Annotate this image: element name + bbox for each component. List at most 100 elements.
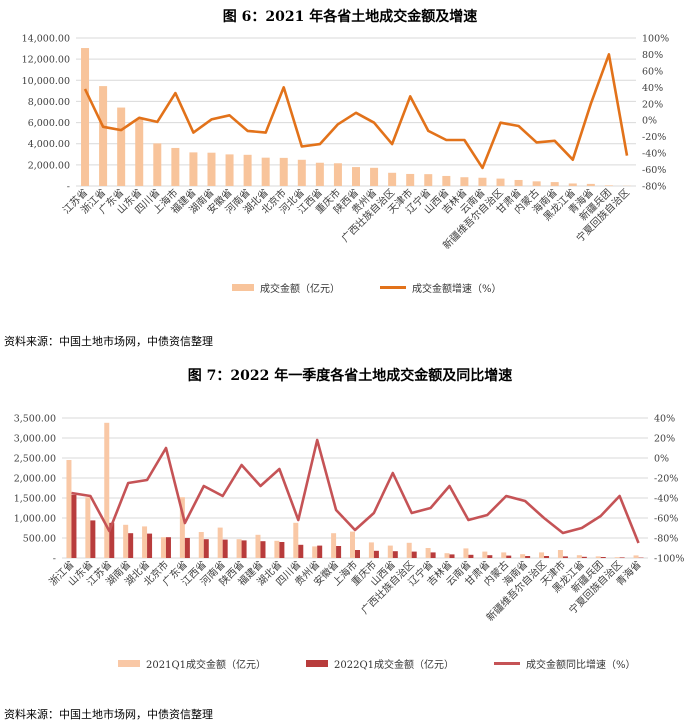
chart1-bar-1 (406, 174, 414, 186)
chart1-legend: 成交金额（亿元） 成交金额增速（%） (232, 280, 542, 295)
chart1-y-right-tick: 0% (642, 116, 657, 127)
chart2-bar-1 (312, 546, 317, 558)
chart2-y-left-tick: 2,000.00 (14, 474, 56, 485)
chart1-legend-swatch-bar (232, 284, 254, 291)
chart2-title: 图 7：2022 年一季度各省土地成交金额及同比增速 (0, 365, 700, 385)
chart1-bar-1 (117, 108, 125, 186)
chart2-bar-1 (66, 460, 71, 558)
chart2-bar-2 (487, 555, 492, 558)
chart2-legend: 2021Q1成交金额（亿元） 2022Q1成交金额（亿元） 成交金额同比增速（%… (118, 656, 676, 671)
chart2-bar-1 (558, 550, 563, 558)
chart2-bar-2 (563, 556, 568, 558)
chart2-bar-1 (199, 532, 204, 558)
chart1-legend-label-line: 成交金额增速（%） (412, 280, 502, 295)
chart1-y-left-tick: 4,000.00 (28, 139, 70, 150)
chart1-y-left-tick: 10,000.00 (22, 76, 70, 87)
chart1-bar-1 (298, 160, 306, 186)
chart2-bar-1 (615, 557, 620, 558)
chart2-bar-1 (407, 543, 412, 558)
chart1-source: 资料来源：中国土地市场网，中债资信整理 (4, 333, 213, 349)
chart2-bar-2 (260, 541, 265, 558)
chart2-bar-1 (331, 533, 336, 558)
chart2-legend-label-line: 成交金额同比增速（%） (526, 656, 636, 671)
chart1-legend-swatch-line (380, 286, 406, 289)
chart1-bar-1 (81, 48, 89, 186)
chart1-bar-1 (171, 148, 179, 186)
chart1-bar-1 (153, 143, 161, 186)
chart2-bar-2 (317, 546, 322, 558)
chart1-bar-1 (460, 177, 468, 186)
chart2-growth-line (72, 440, 639, 543)
chart1-bar-1 (478, 178, 486, 186)
chart2-bar-2 (128, 533, 133, 558)
chart2-bar-1 (501, 552, 506, 558)
chart2-bar-1 (218, 528, 223, 558)
chart2-bar-2 (166, 537, 171, 558)
chart1-bar-1 (551, 182, 559, 186)
chart1-y-left-tick: 2,000.00 (28, 160, 70, 171)
chart2-bar-2 (336, 546, 341, 558)
chart2-legend-item-bar2: 2022Q1成交金额（亿元） (306, 656, 454, 671)
chart1-y-right-tick: 20% (642, 99, 663, 110)
chart2-bar-2 (298, 545, 303, 558)
chart2-y-right-tick: 40% (654, 414, 675, 425)
chart2-legend-item-line: 成交金额同比增速（%） (494, 656, 636, 671)
chart1-bar-1 (334, 163, 342, 186)
chart1-y-right-tick: -40% (642, 149, 666, 160)
chart1-y-right-tick: 100% (642, 34, 669, 45)
chart2-bar-1 (85, 497, 90, 558)
chart2-y-right-tick: -60% (654, 514, 678, 525)
chart2-bar-2 (374, 551, 379, 558)
chart1-bar-1 (244, 155, 252, 186)
chart2-bar-2 (223, 540, 228, 558)
chart2-bar-1 (463, 548, 468, 558)
chart1-y-right-tick: -60% (642, 165, 666, 176)
chart2-bar-2 (582, 557, 587, 558)
chart1-y-right-tick: 60% (642, 66, 663, 77)
chart1-legend-item-line: 成交金额增速（%） (380, 280, 502, 295)
chart1-y-left-tick: 14,000.00 (22, 34, 70, 45)
chart2-y-left-tick: 500.00 (23, 534, 56, 545)
chart1-bar-1 (99, 86, 107, 186)
chart1-bar-1 (370, 168, 378, 186)
chart1-y-left-tick: 12,000.00 (22, 55, 70, 66)
chart2-bar-1 (634, 555, 639, 558)
chart2-bar-1 (482, 552, 487, 558)
chart2-bar-2 (204, 539, 209, 558)
chart1-y-left-tick: 8,000.00 (28, 97, 70, 108)
chart2-bar-1 (104, 423, 109, 558)
chart2-bar-1 (596, 556, 601, 558)
chart2-legend-label-bar1: 2021Q1成交金额（亿元） (146, 656, 266, 671)
chart1-bar-1 (207, 153, 215, 186)
chart1-bar-1 (569, 183, 577, 186)
chart2-bar-1 (426, 548, 431, 558)
chart2-source: 资料来源：中国土地市场网，中债资信整理 (4, 706, 213, 722)
chart1-y-right-tick: -20% (642, 132, 666, 143)
chart2-bar-2 (393, 551, 398, 558)
chart1-y-right-tick: -80% (642, 182, 666, 193)
chart2-bar-2 (468, 555, 473, 558)
chart2-bar-1 (445, 553, 450, 558)
chart2-bar-2 (412, 552, 417, 558)
chart2-y-left-tick: 1,500.00 (14, 494, 56, 505)
chart2-y-right-tick: 0% (654, 454, 669, 465)
chart2-bar-1 (350, 532, 355, 558)
chart1-y-right-tick: 40% (642, 83, 663, 94)
chart2-legend-swatch-bar1 (118, 660, 140, 667)
chart1-bar-1 (280, 158, 288, 186)
chart2-bar-1 (293, 523, 298, 558)
chart1-bar-1 (262, 158, 270, 186)
chart1-y-left-tick: 6,000.00 (28, 118, 70, 129)
chart2-bar-2 (601, 557, 606, 558)
chart1-bar-1 (316, 163, 324, 186)
chart1-legend-label-bar: 成交金额（亿元） (260, 280, 340, 295)
chart2-bar-2 (242, 540, 247, 558)
chart1-bar-1 (605, 185, 613, 186)
chart2-bar-1 (123, 525, 128, 558)
chart2-bar-1 (577, 555, 582, 558)
chart2-bar-1 (520, 554, 525, 558)
chart2-y-left-tick: 3,500.00 (14, 414, 56, 425)
chart2-bar-2 (147, 534, 152, 558)
chart2-bar-1 (388, 546, 393, 558)
chart1-bar-1 (189, 152, 197, 186)
